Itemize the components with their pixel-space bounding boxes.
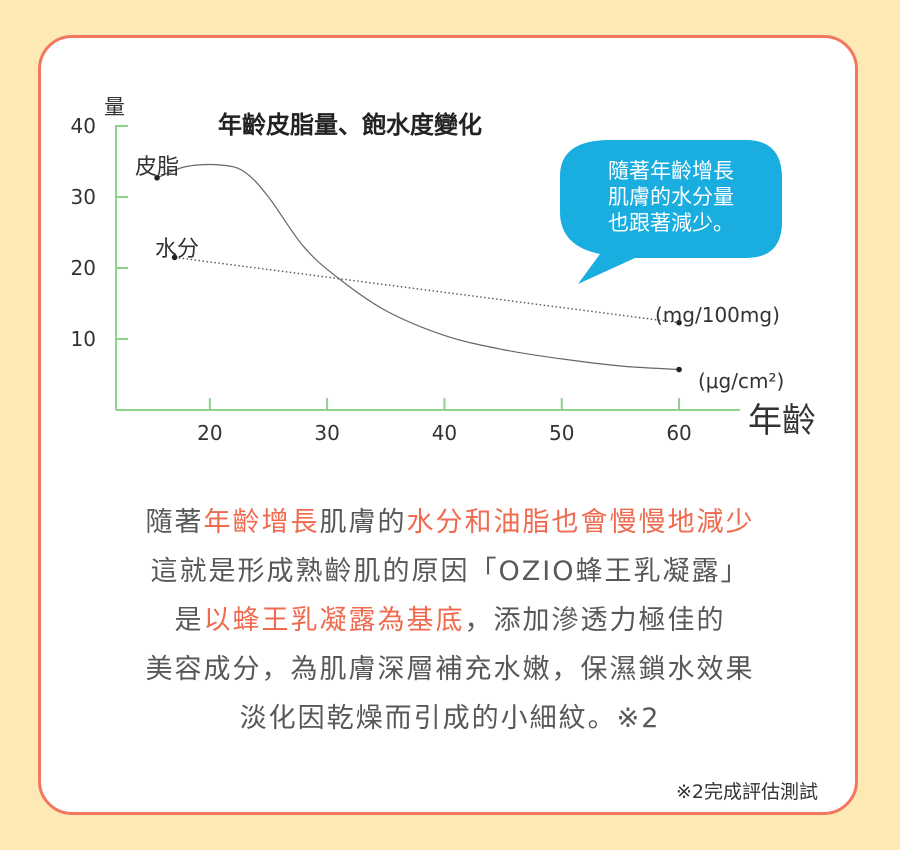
paragraph-line: 美容成分，為肌膚深層補充水嫩，保濕鎖水效果 [0,645,900,694]
series-label: 皮脂 [135,155,179,180]
paragraph-text: 美容成分，為肌膚深層補充水嫩，保濕鎖水效果 [145,654,755,685]
data-point [676,319,682,326]
highlight-text: 以蜂王乳凝露為基底 [203,605,465,636]
y-axis-label: 量 [104,95,125,119]
callout-text: 也跟著減少。 [608,211,734,235]
y-tick-label: 30 [71,185,96,209]
chart-title: 年齡皮脂量、飽水度變化 [218,111,482,139]
y-tick-label: 20 [71,256,96,280]
footnote: ※2完成評估測試 [675,781,818,803]
x-tick-label: 50 [549,421,574,445]
highlight-text: 年齡增長 [203,507,320,538]
paragraph-text: 隨著 [145,507,204,538]
paragraph-text: ，添加滲透力極佳的 [464,605,726,636]
data-point [154,175,160,181]
series-line-moisture [174,256,680,324]
series-line-sebum [156,163,680,371]
series-unit-label: (mg/100mg) [655,303,780,327]
x-tick-label: 40 [432,421,457,445]
paragraph-line: 淡化因乾燥而引成的小細紋。※2 [0,694,900,743]
paragraph-line: 是以蜂王乳凝露為基底，添加滲透力極佳的 [0,596,900,645]
callout-text: 肌膚的水分量 [608,185,734,209]
x-tick-label: 60 [666,421,691,445]
paragraph-text: 肌膚的 [319,507,407,538]
y-tick-label: 40 [71,114,96,138]
series-unit-label: (μg/cm²) [698,369,784,393]
series-label: 水分 [155,237,199,262]
data-point [171,254,178,261]
paragraph-text: 淡化因乾燥而引成的小細紋。※2 [239,703,661,734]
x-tick-label: 20 [197,421,222,445]
highlight-text: 水分和油脂也會慢慢地減少 [406,507,755,538]
paragraph-text: 這就是形成熟齡肌的原因「OZIO蜂王乳凝露」 [150,556,750,587]
x-tick-label: 30 [314,421,339,445]
callout-text: 隨著年齡增長 [608,159,734,183]
paragraph-line: 隨著年齡增長肌膚的水分和油脂也會慢慢地減少 [0,498,900,547]
x-axis-label: 年齡 [748,401,816,441]
callout-bubble [560,140,782,284]
y-tick-label: 10 [71,327,96,351]
description-paragraph: 隨著年齡增長肌膚的水分和油脂也會慢慢地減少這就是形成熟齡肌的原因「OZIO蜂王乳… [0,498,900,743]
data-point [676,366,682,373]
paragraph-text: 是 [174,605,204,636]
paragraph-line: 這就是形成熟齡肌的原因「OZIO蜂王乳凝露」 [0,547,900,596]
